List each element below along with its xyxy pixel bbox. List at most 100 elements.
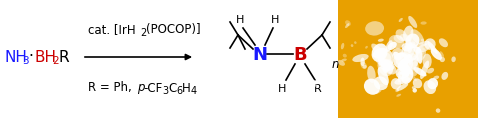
Ellipse shape — [312, 80, 317, 87]
Ellipse shape — [402, 43, 411, 51]
Ellipse shape — [341, 59, 347, 61]
Ellipse shape — [398, 62, 408, 72]
Ellipse shape — [403, 26, 413, 42]
Ellipse shape — [394, 35, 404, 43]
Text: 2: 2 — [52, 56, 59, 66]
Ellipse shape — [404, 69, 409, 76]
Ellipse shape — [396, 94, 401, 97]
Ellipse shape — [396, 67, 408, 79]
Ellipse shape — [401, 44, 415, 58]
Ellipse shape — [376, 51, 385, 60]
Text: 3: 3 — [162, 86, 168, 97]
Ellipse shape — [422, 54, 432, 68]
Text: ·: · — [28, 49, 33, 65]
Ellipse shape — [420, 21, 427, 25]
Text: R: R — [314, 84, 322, 94]
Ellipse shape — [427, 68, 434, 74]
Ellipse shape — [391, 78, 401, 90]
Ellipse shape — [414, 41, 429, 48]
Ellipse shape — [372, 43, 388, 62]
Ellipse shape — [419, 50, 424, 55]
Ellipse shape — [381, 61, 388, 74]
Text: BH: BH — [35, 49, 57, 65]
Ellipse shape — [398, 72, 404, 83]
Text: NH: NH — [5, 49, 28, 65]
Ellipse shape — [378, 67, 389, 85]
Ellipse shape — [392, 48, 404, 60]
Ellipse shape — [442, 72, 448, 80]
Ellipse shape — [345, 20, 351, 26]
Ellipse shape — [400, 59, 411, 64]
Ellipse shape — [420, 61, 429, 79]
Ellipse shape — [383, 59, 388, 72]
Ellipse shape — [365, 21, 384, 36]
Ellipse shape — [403, 53, 418, 72]
Ellipse shape — [407, 41, 415, 50]
Ellipse shape — [406, 34, 420, 48]
Ellipse shape — [378, 49, 394, 68]
Ellipse shape — [352, 54, 369, 62]
Ellipse shape — [440, 51, 444, 57]
Ellipse shape — [413, 46, 421, 54]
Text: n: n — [332, 59, 339, 72]
Ellipse shape — [354, 41, 357, 44]
Ellipse shape — [424, 38, 436, 50]
Text: 4: 4 — [191, 86, 197, 97]
Ellipse shape — [360, 62, 367, 69]
Ellipse shape — [409, 61, 412, 65]
Ellipse shape — [412, 88, 417, 93]
Ellipse shape — [418, 43, 430, 52]
Ellipse shape — [399, 70, 410, 75]
Ellipse shape — [387, 65, 396, 74]
Ellipse shape — [375, 89, 382, 94]
Ellipse shape — [385, 40, 393, 52]
Ellipse shape — [402, 54, 413, 73]
Ellipse shape — [397, 65, 409, 76]
Ellipse shape — [384, 59, 394, 74]
Ellipse shape — [404, 58, 419, 70]
Ellipse shape — [364, 79, 380, 95]
Ellipse shape — [398, 75, 403, 84]
Ellipse shape — [343, 54, 347, 58]
Ellipse shape — [411, 75, 417, 81]
Ellipse shape — [393, 52, 401, 60]
Ellipse shape — [436, 108, 440, 113]
Ellipse shape — [451, 56, 456, 62]
Text: 2: 2 — [140, 29, 146, 38]
Text: H: H — [182, 82, 191, 95]
Ellipse shape — [372, 48, 387, 58]
Ellipse shape — [399, 52, 413, 58]
Ellipse shape — [416, 47, 422, 64]
Ellipse shape — [341, 43, 344, 49]
Ellipse shape — [440, 57, 445, 62]
Ellipse shape — [338, 60, 345, 66]
Ellipse shape — [383, 63, 391, 72]
Ellipse shape — [389, 35, 405, 48]
Ellipse shape — [399, 18, 403, 22]
Ellipse shape — [428, 41, 438, 54]
Ellipse shape — [373, 52, 380, 59]
Ellipse shape — [371, 44, 383, 56]
Ellipse shape — [379, 60, 395, 71]
Text: B: B — [293, 46, 307, 64]
Ellipse shape — [396, 53, 406, 66]
Ellipse shape — [439, 38, 448, 47]
Text: 6: 6 — [176, 86, 182, 97]
Ellipse shape — [411, 61, 419, 76]
Ellipse shape — [403, 64, 409, 77]
Ellipse shape — [405, 40, 411, 48]
Ellipse shape — [362, 65, 367, 69]
Text: H: H — [278, 84, 286, 94]
Ellipse shape — [410, 29, 424, 45]
Ellipse shape — [351, 44, 353, 47]
Ellipse shape — [402, 69, 413, 84]
Ellipse shape — [367, 66, 376, 83]
Text: cat. [IrH: cat. [IrH — [88, 23, 136, 36]
Ellipse shape — [399, 34, 411, 42]
Ellipse shape — [404, 72, 409, 77]
Ellipse shape — [404, 43, 419, 61]
Ellipse shape — [427, 78, 438, 89]
Ellipse shape — [423, 80, 436, 94]
Ellipse shape — [365, 46, 368, 49]
Ellipse shape — [393, 53, 409, 68]
